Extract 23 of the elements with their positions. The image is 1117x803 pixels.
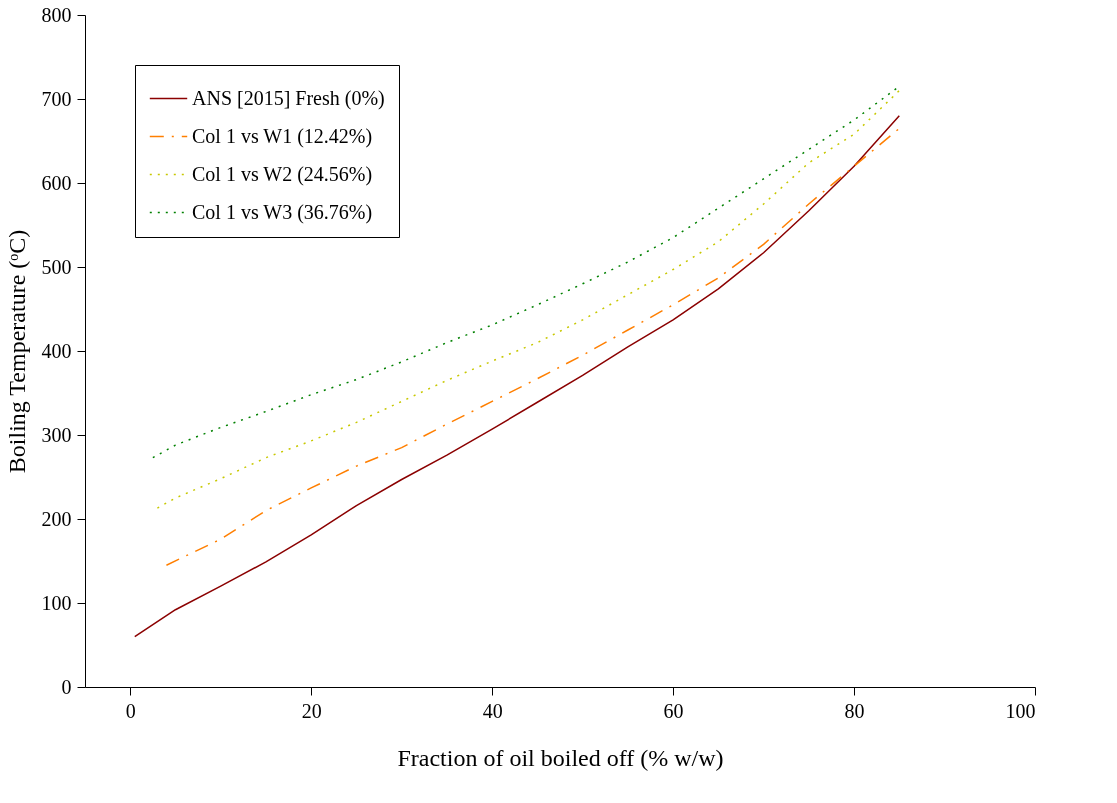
x-tick-label: 20 xyxy=(301,699,322,722)
y-tick-label: 700 xyxy=(41,87,72,110)
x-tick-label: 100 xyxy=(1005,699,1036,722)
legend-label: Col 1 vs W1 (12.42%) xyxy=(192,124,373,148)
x-tick-label: 40 xyxy=(482,699,503,722)
y-axis-title: Boiling Temperature (ᵒC) xyxy=(3,229,30,474)
y-tick-label: 400 xyxy=(41,339,72,362)
y-tick-label: 0 xyxy=(61,675,72,698)
y-tick-label: 100 xyxy=(41,591,72,614)
y-tick-label: 500 xyxy=(41,255,72,278)
legend-label: ANS [2015] Fresh (0%) xyxy=(192,86,385,110)
x-axis-title: Fraction of oil boiled off (% w/w) xyxy=(397,744,724,771)
x-tick-label: 0 xyxy=(125,699,136,722)
y-tick-label: 200 xyxy=(41,507,72,530)
x-tick-label: 60 xyxy=(663,699,684,722)
y-tick-label: 800 xyxy=(41,3,72,26)
x-tick-label: 80 xyxy=(844,699,865,722)
legend-label: Col 1 vs W2 (24.56%) xyxy=(192,162,373,186)
y-tick-label: 600 xyxy=(41,171,72,194)
legend-label: Col 1 vs W3 (36.76%) xyxy=(192,200,373,224)
y-tick-label: 300 xyxy=(41,423,72,446)
line-series xyxy=(165,127,901,566)
line-series xyxy=(134,115,901,638)
